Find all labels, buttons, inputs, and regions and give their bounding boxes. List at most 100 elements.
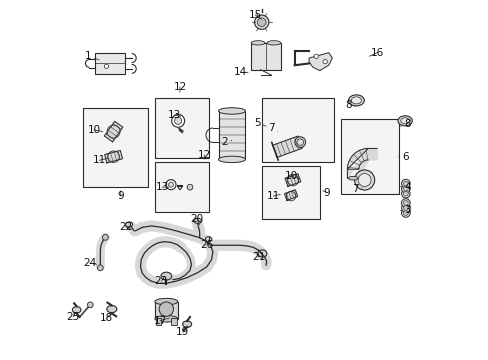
Text: 9: 9	[117, 191, 124, 201]
Circle shape	[159, 302, 173, 316]
Ellipse shape	[258, 250, 266, 257]
Bar	[155, 319, 161, 325]
Ellipse shape	[218, 108, 245, 114]
Ellipse shape	[106, 306, 117, 313]
Polygon shape	[284, 190, 297, 201]
Ellipse shape	[194, 219, 202, 224]
Text: 13: 13	[167, 111, 181, 121]
Text: 18: 18	[100, 313, 113, 323]
Circle shape	[87, 302, 93, 308]
Text: 3: 3	[400, 206, 410, 216]
Text: 12: 12	[197, 150, 210, 160]
Ellipse shape	[347, 176, 357, 180]
Text: 6: 6	[398, 152, 408, 162]
Text: 4: 4	[400, 182, 410, 192]
Circle shape	[257, 18, 265, 27]
Text: 19: 19	[176, 327, 189, 337]
Ellipse shape	[72, 307, 81, 313]
Text: 10: 10	[87, 125, 102, 135]
Circle shape	[174, 117, 182, 125]
Ellipse shape	[251, 41, 264, 45]
Text: 20: 20	[190, 215, 203, 225]
Bar	[250, 43, 281, 70]
Circle shape	[403, 191, 407, 196]
Ellipse shape	[351, 97, 361, 104]
Bar	[155, 98, 208, 158]
Circle shape	[401, 184, 409, 193]
Circle shape	[401, 189, 409, 198]
Text: 8: 8	[400, 120, 410, 129]
Circle shape	[401, 199, 409, 207]
Text: 23: 23	[154, 276, 167, 286]
Polygon shape	[104, 150, 122, 163]
Ellipse shape	[296, 139, 303, 145]
Circle shape	[97, 265, 103, 271]
Circle shape	[403, 211, 407, 215]
Ellipse shape	[205, 237, 211, 242]
Text: 24: 24	[83, 258, 97, 268]
Text: 16: 16	[368, 48, 383, 58]
Circle shape	[254, 15, 268, 30]
Text: 26: 26	[200, 240, 213, 250]
Circle shape	[171, 114, 184, 127]
Circle shape	[168, 182, 173, 187]
Ellipse shape	[161, 272, 171, 280]
Bar	[95, 53, 125, 74]
Circle shape	[102, 234, 108, 240]
Circle shape	[403, 201, 407, 205]
Text: 17: 17	[153, 316, 169, 325]
Text: 15: 15	[248, 10, 262, 20]
Ellipse shape	[397, 116, 411, 126]
Circle shape	[403, 206, 407, 210]
Circle shape	[401, 209, 409, 217]
Circle shape	[401, 179, 409, 188]
Text: 5: 5	[253, 118, 265, 128]
Ellipse shape	[155, 298, 178, 305]
Circle shape	[104, 64, 108, 68]
Circle shape	[187, 184, 192, 190]
Text: 11: 11	[266, 191, 280, 201]
Circle shape	[354, 170, 374, 190]
Circle shape	[357, 174, 370, 186]
Text: 22: 22	[119, 222, 132, 231]
Ellipse shape	[218, 156, 245, 163]
Text: 14: 14	[234, 67, 247, 77]
Circle shape	[323, 59, 326, 64]
Bar	[341, 119, 398, 194]
Circle shape	[401, 204, 409, 212]
Text: 21: 21	[252, 252, 265, 262]
Circle shape	[165, 180, 176, 190]
Polygon shape	[104, 121, 122, 142]
Ellipse shape	[125, 222, 132, 227]
Polygon shape	[308, 53, 332, 71]
Circle shape	[403, 181, 407, 186]
Bar	[155, 302, 178, 319]
Bar	[171, 319, 177, 325]
Ellipse shape	[400, 118, 408, 124]
Text: 12: 12	[173, 82, 186, 92]
Text: 7: 7	[352, 184, 362, 194]
Polygon shape	[272, 136, 302, 157]
Text: 8: 8	[345, 100, 354, 110]
Text: 11: 11	[92, 155, 107, 165]
Text: 10: 10	[284, 171, 298, 181]
Ellipse shape	[266, 41, 280, 45]
Bar	[218, 111, 245, 159]
Bar	[83, 108, 147, 187]
Bar	[262, 166, 319, 220]
Text: 7: 7	[267, 123, 277, 133]
Text: 13: 13	[155, 182, 168, 192]
Ellipse shape	[155, 316, 178, 322]
Text: 1: 1	[85, 51, 99, 61]
Polygon shape	[285, 174, 300, 186]
Ellipse shape	[182, 321, 191, 327]
Bar	[155, 162, 208, 212]
Ellipse shape	[348, 95, 364, 106]
Text: 2: 2	[221, 138, 231, 147]
Bar	[262, 98, 333, 162]
Ellipse shape	[294, 137, 305, 148]
Circle shape	[313, 54, 318, 58]
Text: 9: 9	[322, 188, 329, 198]
Circle shape	[403, 186, 407, 191]
Polygon shape	[346, 148, 376, 178]
